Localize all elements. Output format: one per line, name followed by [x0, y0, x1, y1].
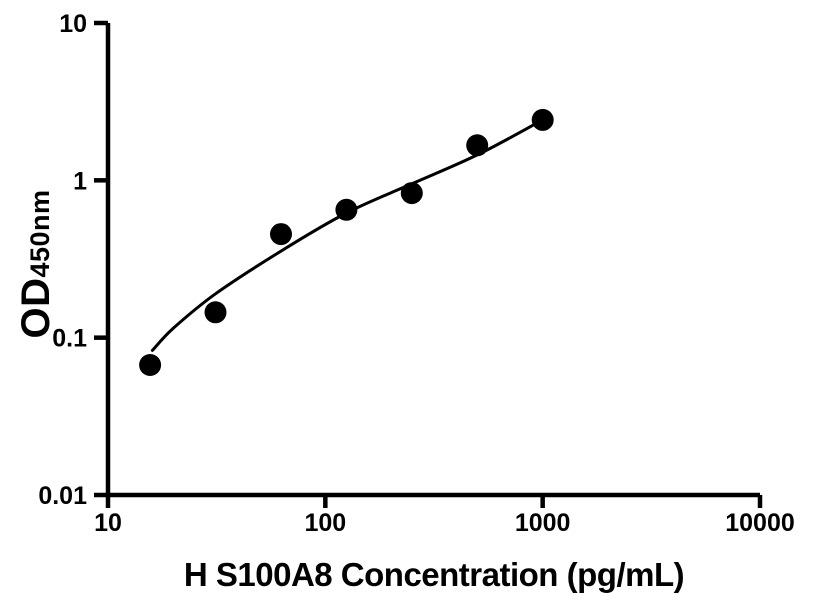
axis-spines [105, 23, 760, 498]
y-axis-title: OD450nm [14, 189, 58, 339]
x-tick-label: 1000 [515, 509, 571, 537]
data-point [204, 301, 227, 324]
y-tick-label: 10 [59, 10, 87, 38]
x-tick-label: 10000 [725, 509, 795, 537]
data-point [400, 182, 423, 205]
data-point [531, 108, 554, 131]
y-axis-title-main: OD [14, 277, 58, 339]
y-tick-label: 0.1 [52, 325, 87, 353]
x-tick-label: 10 [94, 509, 122, 537]
fit-curve [150, 118, 545, 352]
data-point [335, 198, 358, 221]
x-tick-label: 100 [304, 509, 346, 537]
y-axis-title-subscript: 450nm [25, 189, 55, 278]
data-point [139, 354, 162, 376]
data-point [466, 134, 489, 157]
y-tick-label: 0.01 [38, 482, 87, 510]
data-point [270, 223, 292, 246]
y-tick-label: 1 [73, 167, 87, 195]
x-axis-title: H S100A8 Concentration (pg/mL) [183, 556, 685, 593]
